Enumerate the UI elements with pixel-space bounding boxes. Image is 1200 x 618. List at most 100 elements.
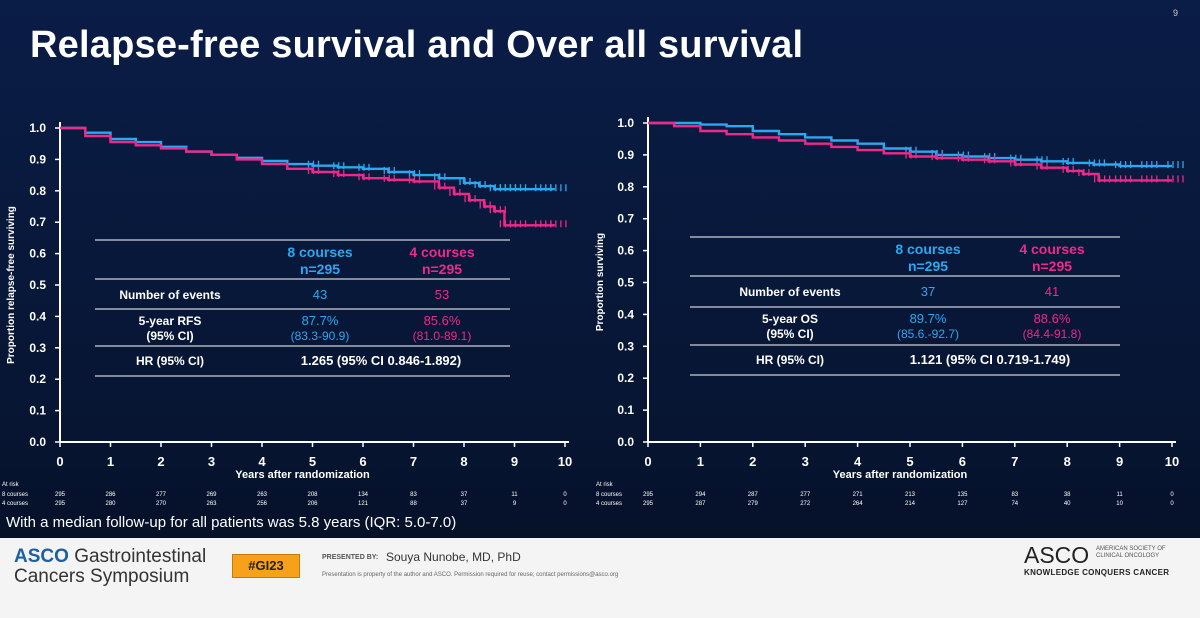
- chart2-y-tick-label: 0.7: [617, 212, 634, 226]
- chart2-at-risk-value: 264: [853, 501, 864, 507]
- chart2-at-risk-value: 127: [957, 501, 968, 507]
- chart1-y-axis-label: Proportion relapse-free surviving: [6, 206, 17, 364]
- presenter-name: Souya Nunobe, MD, PhD: [386, 550, 521, 564]
- chart2-at-risk-value: 0: [1170, 501, 1174, 507]
- chart2-at-risk-value: 38: [1064, 492, 1071, 498]
- chart1-y-tick-label: 0.9: [29, 152, 46, 166]
- chart2-at-risk-value: 11: [1116, 492, 1123, 498]
- chart1-five-year-ci-label: (95% CI): [146, 329, 193, 343]
- chart1-x-tick-label: 3: [208, 454, 215, 469]
- chart2-five-year-label: 5-year OS: [762, 312, 818, 326]
- chart2-at-risk-label: At risk: [596, 482, 614, 488]
- chart1-x-tick-label: 7: [410, 454, 417, 469]
- chart2-at-risk-value: 295: [643, 492, 654, 498]
- chart1-at-risk-value: 256: [257, 501, 268, 507]
- chart1-col-4-courses-n: n=295: [422, 261, 462, 277]
- chart1-five-year-4-ci: (81.0-89.1): [413, 329, 472, 343]
- chart2-y-tick-label: 0.9: [617, 148, 634, 162]
- chart1-x-tick-label: 2: [157, 454, 164, 469]
- chart2-at-risk-value: 0: [1170, 492, 1174, 498]
- symposium-name-part1: Gastrointestinal: [74, 546, 207, 567]
- chart1-five-year-8-ci: (83.3-90.9): [291, 329, 350, 343]
- chart1-y-tick-label: 0.0: [29, 435, 46, 449]
- chart1-at-risk-value: 9: [513, 501, 517, 507]
- chart1-at-risk-value: 121: [358, 501, 369, 507]
- chart1-at-risk-value: 208: [307, 492, 318, 498]
- chart2-y-axis-label: Proportion surviving: [595, 233, 606, 331]
- chart1-col-8-courses-n: n=295: [300, 261, 340, 277]
- chart2-at-risk-value: 272: [800, 501, 811, 507]
- chart2-y-tick-label: 0.1: [617, 403, 634, 417]
- chart2-at-risk-value: 279: [748, 501, 759, 507]
- chart2-at-risk-value: 214: [905, 501, 916, 507]
- chart1-y-tick-label: 0.5: [29, 278, 46, 292]
- chart1-at-risk-value: 37: [461, 501, 468, 507]
- chart1-col-8-courses: 8 courses: [287, 244, 353, 260]
- chart1-x-tick-label: 10: [558, 454, 572, 469]
- chart2-y-tick-label: 0.0: [617, 435, 634, 449]
- chart2-x-axis-label: Years after randomization: [833, 469, 968, 481]
- chart1-at-risk-value: 134: [358, 492, 369, 498]
- chart2-y-tick-label: 0.3: [617, 339, 634, 353]
- chart2-events-8: 37: [921, 284, 935, 299]
- chart2-x-tick-label: 2: [749, 454, 756, 469]
- chart1-at-risk-value: 263: [257, 492, 268, 498]
- chart1-y-tick-label: 1.0: [29, 121, 46, 135]
- chart2-y-tick-label: 0.4: [617, 307, 634, 321]
- chart1-hr-value: 1.265 (95% CI 0.846-1.892): [301, 353, 461, 368]
- chart1-five-year-label: 5-year RFS: [139, 314, 202, 328]
- chart1-at-risk-value: 277: [156, 492, 167, 498]
- chart2-curve-4-courses: [648, 121, 1172, 182]
- chart2-at-risk-group-name: 4 courses: [596, 501, 622, 507]
- chart1-at-risk-value: 295: [55, 501, 66, 507]
- chart1-at-risk-value: 295: [55, 492, 66, 498]
- chart1-x-tick-label: 8: [460, 454, 467, 469]
- chart1-at-risk-value: 0: [563, 501, 567, 507]
- chart1-at-risk-value: 286: [105, 492, 116, 498]
- chart1-x-tick-label: 5: [309, 454, 316, 469]
- chart1-events-8: 43: [313, 287, 327, 302]
- chart2-hr-label: HR (95% CI): [756, 353, 824, 367]
- hashtag-badge: #GI23: [232, 554, 300, 578]
- chart1-at-risk-value: 263: [206, 501, 217, 507]
- chart2-x-tick-label: 6: [959, 454, 966, 469]
- property-note: Presentation is property of the author a…: [322, 572, 619, 578]
- chart1-x-tick-label: 1: [107, 454, 114, 469]
- chart1-at-risk-value: 88: [410, 501, 417, 507]
- chart1-col-4-courses: 4 courses: [409, 244, 475, 260]
- chart1-y-tick-label: 0.7: [29, 215, 46, 229]
- chart1-at-risk-label: At risk: [2, 482, 20, 488]
- chart2-events-label: Number of events: [739, 285, 841, 299]
- chart1-x-tick-label: 0: [56, 454, 63, 469]
- chart1-at-risk-value: 280: [105, 501, 116, 507]
- chart1-y-tick-label: 0.1: [29, 404, 46, 418]
- chart1-y-tick-label: 0.8: [29, 184, 46, 198]
- asco-logo: ASCO: [1024, 542, 1090, 568]
- chart2-y-tick-label: 0.8: [617, 180, 634, 194]
- chart1-at-risk-value: 269: [206, 492, 217, 498]
- chart2-at-risk-value: 294: [695, 492, 706, 498]
- chart2-at-risk-group-name: 8 courses: [596, 492, 622, 498]
- chart2-at-risk-value: 277: [800, 492, 811, 498]
- follow-up-footnote: With a median follow-up for all patients…: [6, 514, 457, 531]
- chart1-events-label: Number of events: [119, 288, 221, 302]
- chart2-y-tick-label: 0.5: [617, 276, 634, 290]
- chart2-x-tick-label: 5: [906, 454, 913, 469]
- chart2-at-risk-value: 295: [643, 501, 654, 507]
- chart2-x-tick-label: 7: [1011, 454, 1018, 469]
- chart2-at-risk-value: 40: [1064, 501, 1071, 507]
- chart1-x-tick-label: 4: [258, 454, 266, 469]
- chart1-x-tick-label: 6: [359, 454, 366, 469]
- chart2-at-risk-value: 135: [957, 492, 968, 498]
- chart1-at-risk-group-name: 4 courses: [2, 501, 28, 507]
- chart2-at-risk-value: 287: [748, 492, 759, 498]
- chart2-at-risk-value: 271: [853, 492, 864, 498]
- chart1-x-tick-label: 9: [511, 454, 518, 469]
- chart1-at-risk-value: 270: [156, 501, 167, 507]
- chart2-col-4-courses: 4 courses: [1019, 241, 1085, 257]
- chart2-hr-value: 1.121 (95% CI 0.719-1.749): [910, 352, 1070, 367]
- chart1-y-tick-label: 0.4: [29, 309, 46, 323]
- chart2-x-tick-label: 4: [854, 454, 862, 469]
- chart2-y-tick-label: 1.0: [617, 116, 634, 130]
